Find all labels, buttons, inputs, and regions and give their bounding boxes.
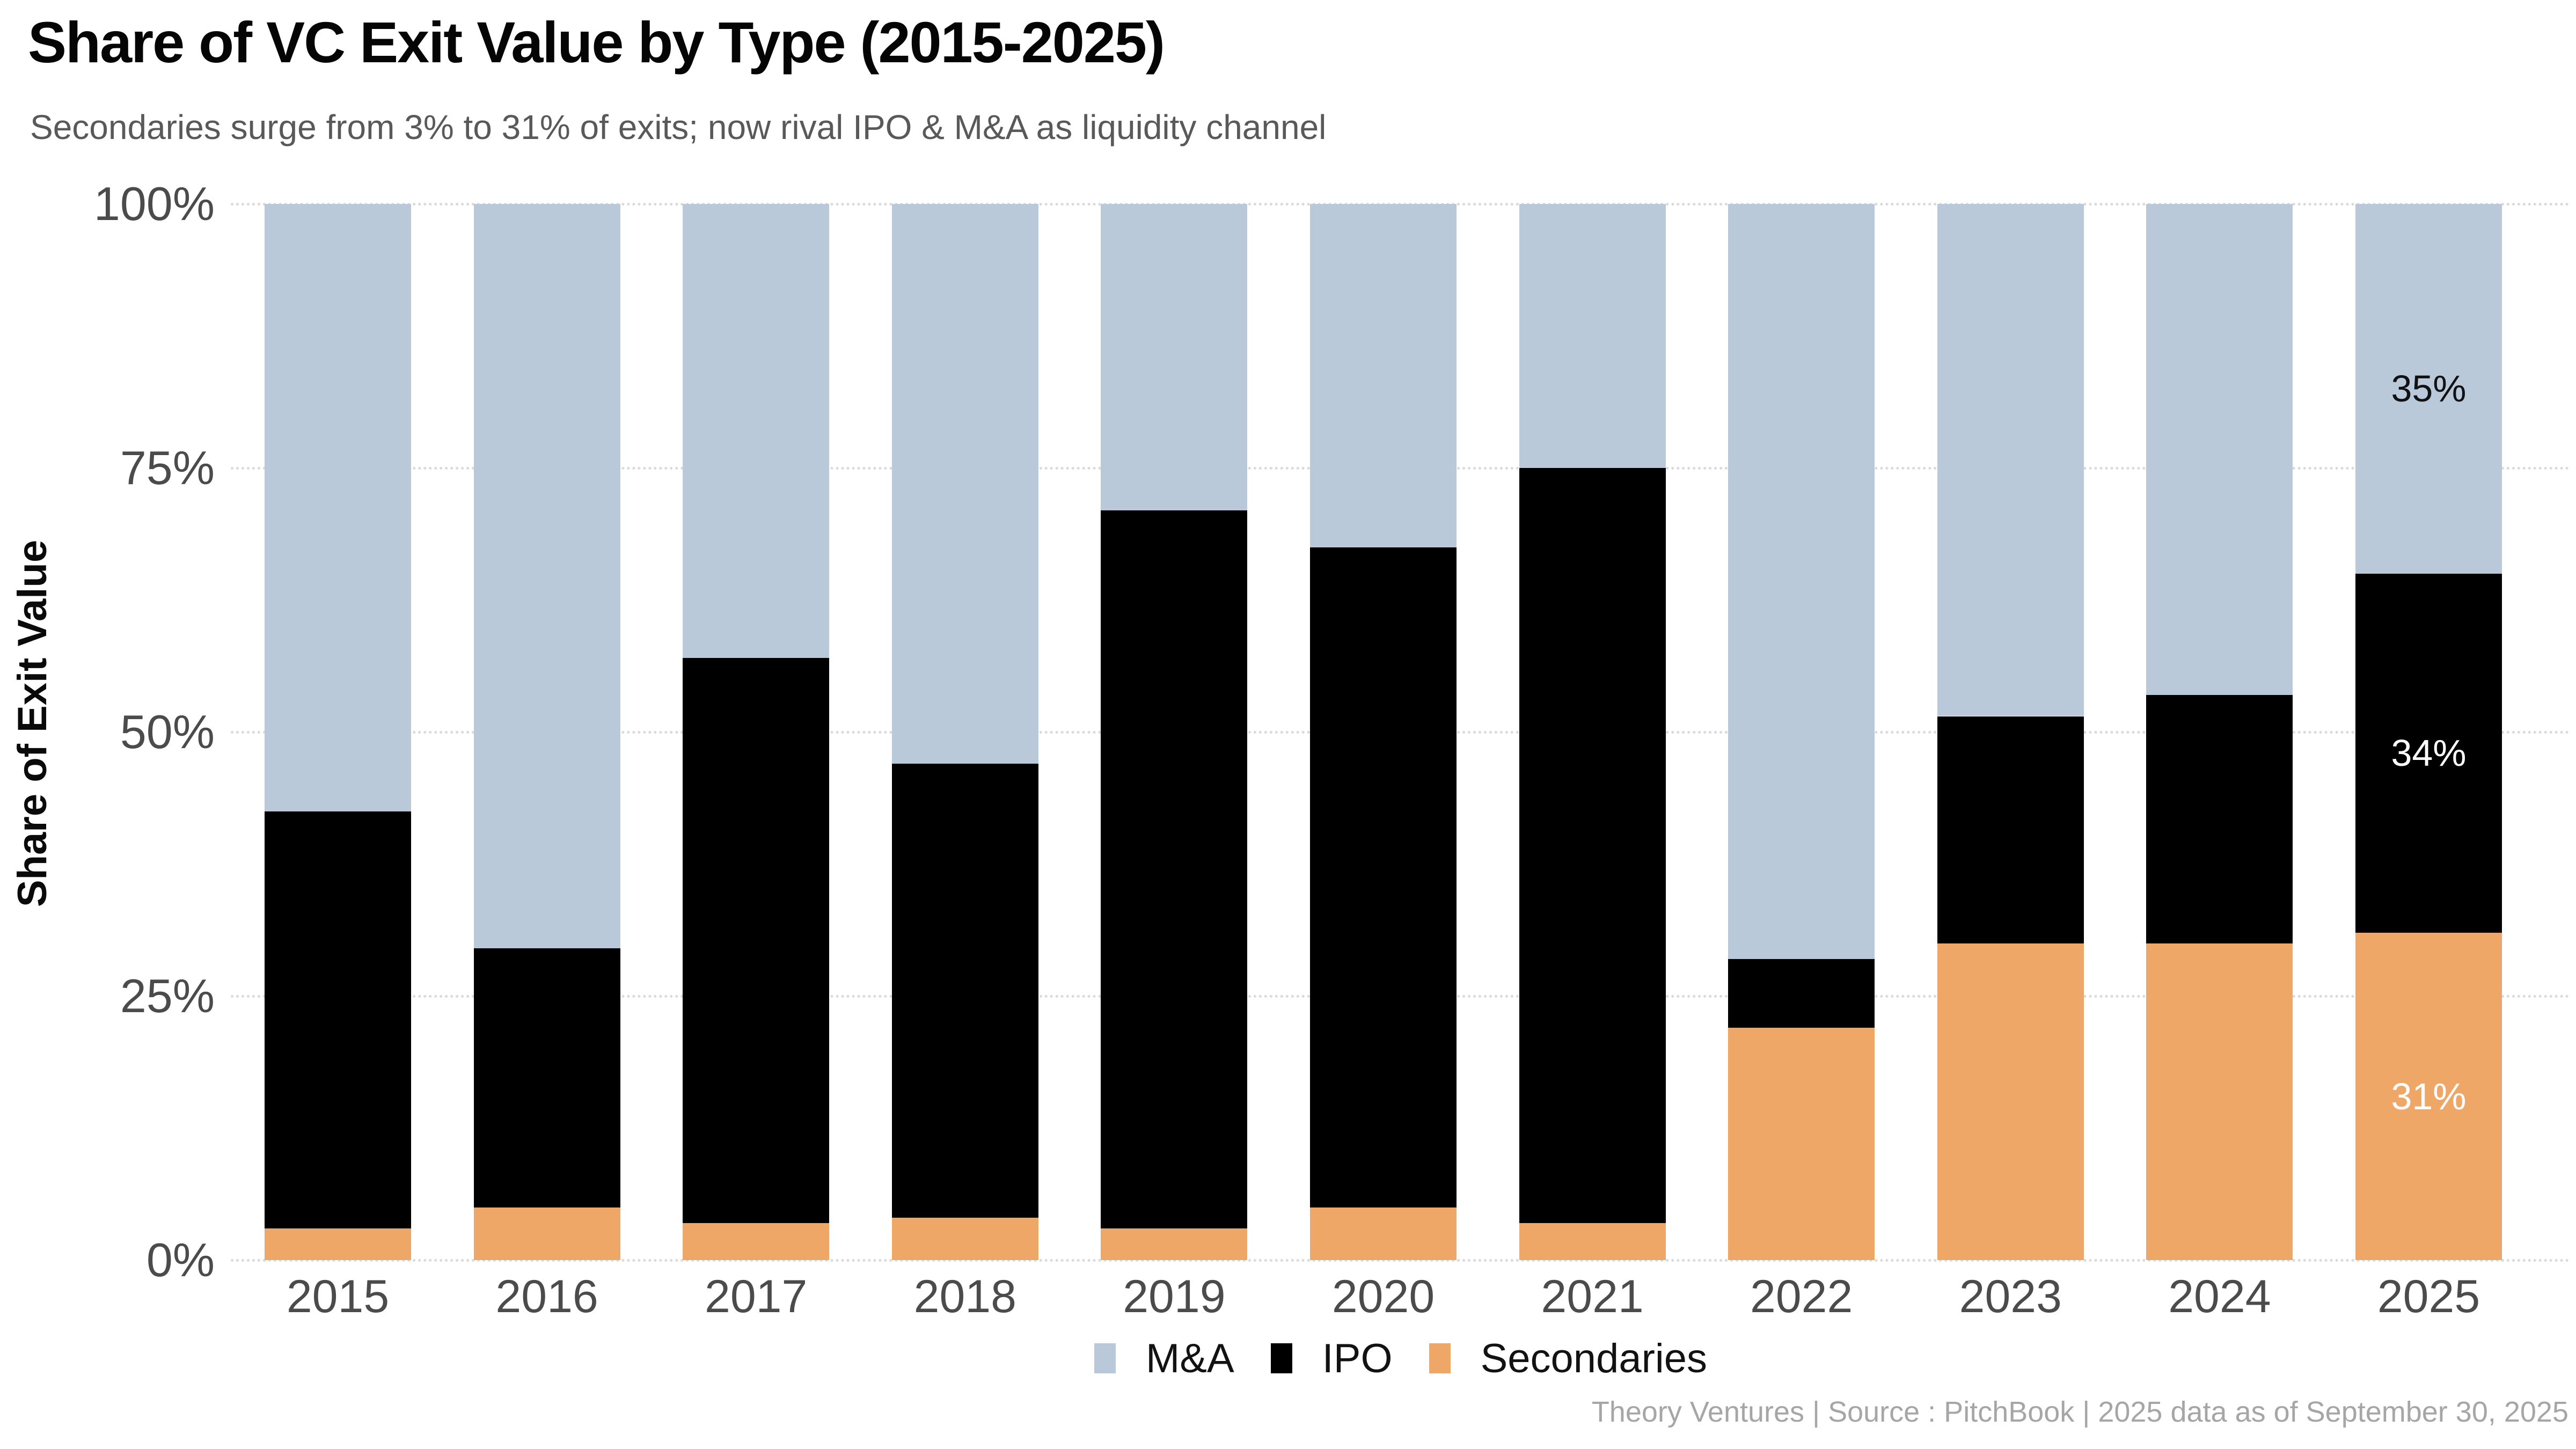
bar-2020-segment-ma [1310, 204, 1457, 547]
bar-2025-segment-secondaries: 31% [2355, 932, 2502, 1260]
bar-2024-segment-ma [2146, 204, 2293, 696]
bar-2017-segment-ma [683, 204, 830, 658]
bar-2021-segment-ma [1519, 204, 1666, 468]
x-tick-2024: 2024 [2168, 1271, 2271, 1322]
x-tick-2023: 2023 [1959, 1271, 2062, 1322]
legend-item-secondaries: Secondaries [1429, 1335, 1708, 1382]
y-tick-0: 0% [146, 1233, 215, 1286]
bar-2025-segment-ipo: 34% [2355, 573, 2502, 933]
bar-2017 [683, 204, 830, 1260]
bar-2017-segment-secondaries [683, 1223, 830, 1260]
y-tick-50: 50% [120, 705, 215, 758]
bar-2018-segment-ipo [891, 764, 1038, 1218]
bar-2022-segment-secondaries [1728, 1028, 1875, 1260]
bar-2017-segment-ipo [683, 658, 830, 1224]
plot-area: 2015 2016 2017 2018 2019 2020 2021 2022 2023 2024… [231, 203, 2571, 1322]
x-tick-2025: 2025 [2377, 1271, 2480, 1322]
y-tick-75: 75% [120, 441, 215, 494]
x-tick-2018: 2018 [913, 1271, 1016, 1322]
legend-item-ipo: IPO [1270, 1335, 1393, 1382]
x-tick-2017: 2017 [705, 1271, 808, 1322]
bar-2025-value-label-secondaries: 31% [2391, 1075, 2467, 1117]
bar-2021-segment-secondaries [1519, 1223, 1666, 1260]
bar-2024 [2146, 204, 2293, 1260]
legend-label-secondaries: Secondaries [1480, 1335, 1708, 1381]
legend: M&A IPO Secondaries [231, 1334, 2571, 1382]
bar-2019 [1101, 204, 1248, 1260]
bar-2018 [891, 204, 1038, 1260]
bar-2015-segment-ma [265, 204, 411, 811]
bar-2015-segment-ipo [265, 811, 411, 1228]
bar-2021 [1519, 204, 1666, 1260]
bar-2018-segment-secondaries [891, 1218, 1038, 1260]
legend-swatch-ma [1094, 1343, 1116, 1373]
x-tick-2016: 2016 [495, 1271, 598, 1322]
gridline-0 [231, 1259, 2571, 1262]
bar-2022-segment-ipo [1728, 959, 1875, 1028]
bar-2019-segment-secondaries [1101, 1228, 1248, 1260]
bar-2016-segment-secondaries [473, 1207, 620, 1260]
bar-2016 [473, 204, 620, 1260]
legend-item-ma: M&A [1094, 1335, 1234, 1382]
bar-2019-segment-ipo [1101, 510, 1248, 1228]
y-tick-100: 100% [93, 177, 215, 230]
bar-2023-segment-secondaries [1937, 943, 2084, 1260]
bar-2023-segment-ma [1937, 204, 2084, 716]
x-tick-2019: 2019 [1123, 1271, 1226, 1322]
bar-2015-segment-secondaries [265, 1228, 411, 1260]
page-subtitle: Secondaries surge from 3% to 31% of exit… [30, 108, 1327, 147]
legend-label-ipo: IPO [1322, 1335, 1393, 1381]
bar-2025-value-label-ipo: 34% [2391, 732, 2467, 774]
bar-2020-segment-secondaries [1310, 1207, 1457, 1260]
x-tick-2020: 2020 [1331, 1271, 1435, 1322]
bar-2025-segment-ma: 35% [2355, 204, 2502, 574]
bar-2023 [1937, 204, 2084, 1260]
bar-2018-segment-ma [891, 204, 1038, 764]
bar-2025: 31% 34% 35% [2355, 204, 2502, 1260]
footer-attribution: Theory Ventures | Source : PitchBook | 2… [1591, 1396, 2568, 1428]
y-tick-25: 25% [120, 969, 215, 1022]
bar-2016-segment-ipo [473, 948, 620, 1208]
bar-2022-segment-ma [1728, 204, 1875, 960]
x-tick-2021: 2021 [1541, 1271, 1644, 1322]
x-tick-2022: 2022 [1750, 1271, 1853, 1322]
legend-swatch-ipo [1270, 1343, 1292, 1373]
bar-2016-segment-ma [473, 204, 620, 949]
bar-2024-segment-ipo [2146, 695, 2293, 943]
bar-2025-value-label-ma: 35% [2391, 368, 2467, 410]
bar-2022 [1728, 204, 1875, 1260]
legend-swatch-secondaries [1429, 1343, 1451, 1373]
bar-2019-segment-ma [1101, 204, 1248, 510]
bar-2021-segment-ipo [1519, 468, 1666, 1224]
bar-2020 [1310, 204, 1457, 1260]
x-tick-2015: 2015 [286, 1271, 390, 1322]
page-title: Share of VC Exit Value by Type (2015-202… [28, 10, 1165, 75]
bar-2023-segment-ipo [1937, 716, 2084, 943]
legend-label-ma: M&A [1145, 1335, 1234, 1381]
bar-2024-segment-secondaries [2146, 943, 2293, 1260]
bar-2015 [265, 204, 411, 1260]
bar-2020-segment-ipo [1310, 547, 1457, 1208]
